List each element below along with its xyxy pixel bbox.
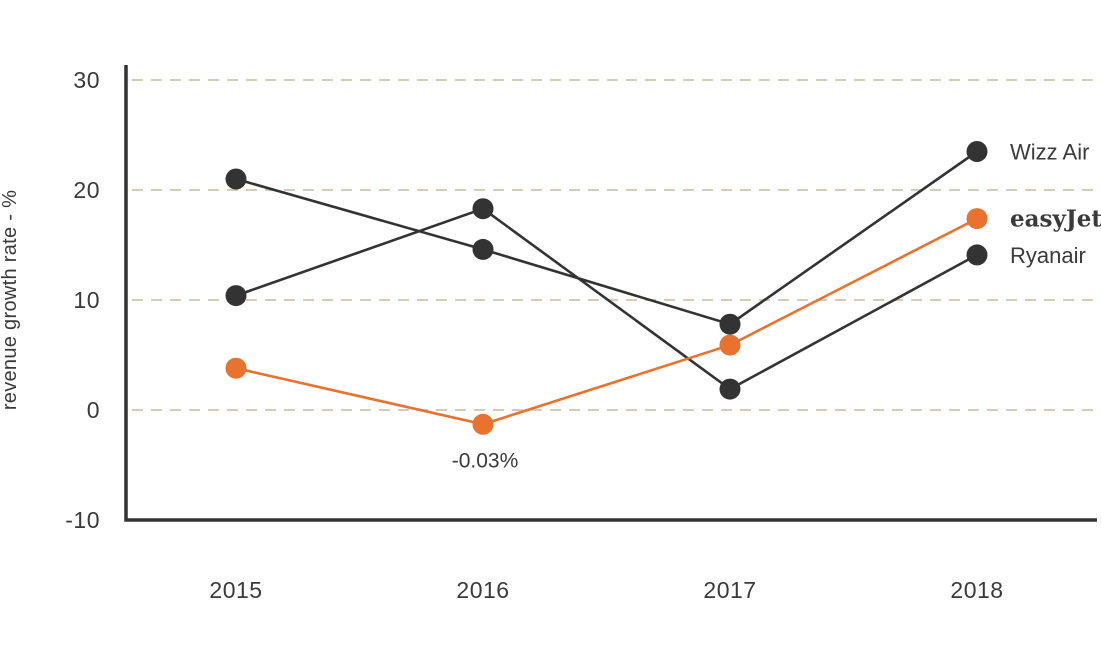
y-tick-label-30: 30 [73, 67, 100, 93]
data-point-wizz-air-2018 [966, 141, 988, 162]
annotation-easyjet-2016: -0.03% [452, 449, 519, 472]
y-axis-title: revenue growth rate - % [0, 190, 21, 410]
series-line-wizz-air [235, 150, 978, 326]
data-point-ryanair-2017 [719, 378, 741, 400]
data-point-wizz-air-2017 [719, 313, 741, 335]
data-point-ryanair-2015 [225, 285, 247, 307]
y-tick-label-20: 20 [73, 177, 100, 203]
data-point-ryanair-2016 [472, 198, 494, 220]
x-tick-label-2017: 2017 [703, 577, 756, 603]
data-point-wizz-air-2015 [225, 168, 247, 190]
series-label-easyjet: easyJet [1010, 206, 1101, 233]
data-point-wizz-air-2016 [472, 238, 494, 260]
x-tick-label-2018: 2018 [950, 577, 1003, 603]
x-tick-label-2015: 2015 [209, 577, 262, 603]
y-tick-label--10: -10 [65, 507, 100, 533]
data-point-easyjet-2017 [719, 334, 741, 356]
data-point-easyjet-2016 [472, 413, 494, 435]
data-point-ryanair-2018 [966, 244, 988, 266]
axes [124, 65, 1097, 522]
data-point-easyjet-2018 [966, 208, 988, 230]
series-line-easyjet [235, 217, 978, 426]
y-tick-label-0: 0 [87, 397, 100, 423]
data-point-easyjet-2015 [225, 357, 247, 379]
x-tick-label-2016: 2016 [456, 577, 509, 603]
series-label-ryanair: Ryanair [1010, 243, 1086, 268]
series-line-ryanair [235, 207, 978, 391]
series-label-wizz-air: Wizz Air [1010, 140, 1089, 165]
y-tick-label-10: 10 [73, 287, 100, 313]
